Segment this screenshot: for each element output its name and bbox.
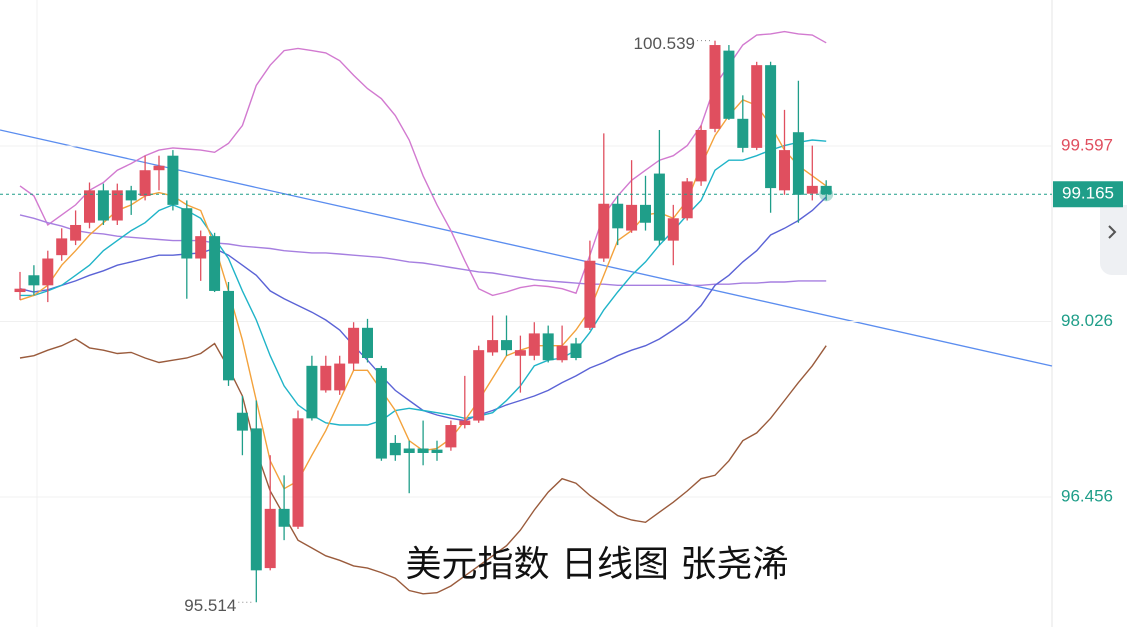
candle-body (431, 449, 443, 453)
candle-body (250, 428, 262, 571)
plot-area: 96.456 98.026 99.597 (0, 30, 1113, 603)
candle-body (223, 290, 234, 381)
candle-body (737, 118, 749, 148)
candle-body (195, 236, 207, 259)
chevron (1108, 225, 1117, 239)
candle-body (348, 327, 360, 364)
candle-body (42, 258, 54, 286)
candle-body (556, 345, 568, 361)
candle-body (181, 208, 193, 259)
candle-body (779, 150, 790, 191)
candle-body (139, 170, 151, 196)
candle-body (306, 365, 318, 419)
last-price-dot (819, 187, 834, 202)
candle-body (487, 340, 499, 353)
candle-body (612, 203, 624, 229)
candle-body (542, 333, 554, 361)
candle-body (28, 275, 40, 286)
candle-body (723, 50, 735, 119)
candle-body (14, 288, 26, 293)
candle-body (167, 155, 179, 205)
candle-body (528, 333, 540, 356)
candle-body (84, 190, 95, 223)
candle-body (403, 448, 415, 453)
candle-body (417, 448, 429, 453)
chart-title: 美元指数 日线图 张尧浠 (406, 544, 789, 585)
candle-body (362, 327, 373, 358)
y-tick-label: 99.597 (1061, 135, 1113, 154)
candle-body (806, 185, 818, 194)
candle-body (584, 260, 596, 328)
candle-body (320, 365, 332, 391)
candle-body (153, 165, 165, 171)
candle-body (570, 343, 582, 358)
side-panel-toggle[interactable] (1100, 205, 1127, 275)
candle-body (389, 442, 401, 456)
low-label: 95.514 (184, 596, 236, 615)
high-label: 100.539 (634, 34, 695, 53)
candle-body (640, 204, 651, 223)
candle-body (56, 238, 68, 256)
y-tick-label: 96.456 (1061, 487, 1113, 506)
candle-body (514, 350, 526, 356)
candle-body (626, 204, 638, 231)
candle-body (459, 420, 471, 426)
candle-body (264, 508, 276, 569)
candle-body (820, 185, 832, 195)
candle-body (70, 224, 82, 241)
candle-body (695, 129, 707, 182)
candle-body (375, 368, 387, 459)
candle-body (765, 65, 777, 189)
candle-body (473, 350, 485, 421)
candle-body (598, 203, 610, 259)
y-tick-label: 98.026 (1061, 311, 1113, 330)
last-price-box (1053, 181, 1123, 208)
last-price-label: 99.165 (1062, 184, 1114, 203)
candle-body (501, 340, 512, 351)
indicator-line (19, 214, 827, 286)
candle-body (792, 132, 804, 195)
candle-body (125, 190, 137, 201)
candle-body (667, 218, 679, 241)
candle-body (334, 363, 346, 391)
candle-body (111, 190, 123, 221)
candle-body (97, 190, 109, 221)
candle-body (681, 181, 693, 219)
candle-body (445, 425, 457, 448)
candle-body (751, 65, 763, 148)
candle-body (278, 508, 290, 527)
candle-body (292, 418, 304, 527)
candle-body (209, 236, 221, 291)
candle-body (653, 173, 665, 241)
candle-body (709, 45, 721, 129)
indicator-line (19, 338, 827, 595)
candle-body (236, 412, 248, 431)
indicator-line (19, 30, 827, 297)
